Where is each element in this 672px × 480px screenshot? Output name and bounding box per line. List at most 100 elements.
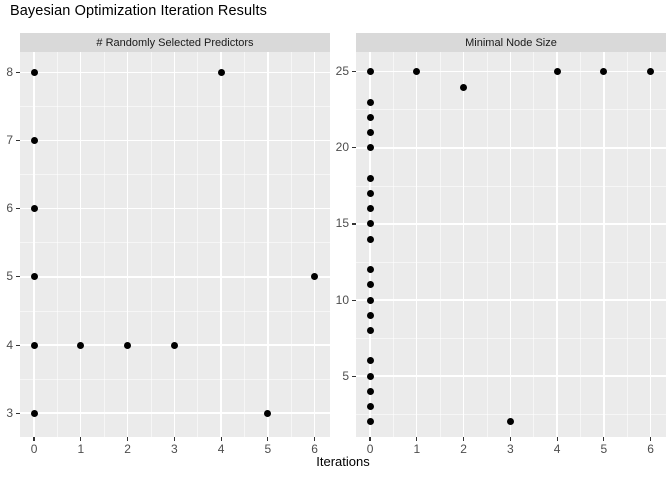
data-point xyxy=(553,68,561,76)
data-point xyxy=(366,418,374,426)
gridline-x-minor xyxy=(393,52,394,437)
gridline-x-minor xyxy=(290,52,292,437)
data-point xyxy=(460,83,468,91)
data-point xyxy=(366,387,374,395)
gridline-y-major xyxy=(20,71,330,74)
y-tick-label: 7 xyxy=(6,133,13,148)
facet-strip-label: Minimal Node Size xyxy=(465,36,557,49)
x-tick-mark xyxy=(126,437,129,441)
gridline-y-minor xyxy=(20,310,330,312)
panel-node-size xyxy=(356,52,666,437)
data-point xyxy=(30,273,38,281)
data-point xyxy=(366,296,374,304)
x-tick-label: 3 xyxy=(506,442,514,456)
data-point xyxy=(366,311,374,319)
data-point xyxy=(311,273,319,281)
facet-strip-node-size: Minimal Node Size xyxy=(356,33,666,52)
y-tick-label: 15 xyxy=(335,216,349,231)
gridline-x-major xyxy=(556,52,558,437)
x-tick-mark xyxy=(80,437,82,441)
gridline-x-major xyxy=(173,52,175,437)
x-tick-label: 3 xyxy=(170,442,178,456)
gridline-x-minor xyxy=(439,52,441,437)
gridline-x-minor xyxy=(580,52,581,437)
gridline-y-minor xyxy=(20,378,330,380)
x-tick-label: 2 xyxy=(460,442,467,456)
y-tick-label: 3 xyxy=(6,405,13,420)
x-tick-mark xyxy=(416,437,418,441)
data-point xyxy=(30,68,38,76)
x-tick-mark xyxy=(33,437,35,441)
x-tick-label: 2 xyxy=(124,442,131,456)
gridline-x-minor xyxy=(486,52,488,437)
y-tick-mark xyxy=(352,223,356,225)
data-point xyxy=(77,341,85,349)
gridline-y-minor xyxy=(20,106,330,107)
gridline-y-minor xyxy=(356,185,666,187)
gridline-y-major xyxy=(20,276,330,278)
data-point xyxy=(366,174,374,182)
gridline-x-minor xyxy=(626,52,628,437)
x-tick-mark xyxy=(220,437,222,441)
gridline-x-major xyxy=(462,52,465,437)
chart-title: Bayesian Optimization Iteration Results xyxy=(10,3,267,19)
gridline-x-major xyxy=(220,52,222,437)
data-point xyxy=(366,326,374,334)
x-tick-mark xyxy=(603,437,605,441)
data-point xyxy=(647,68,655,76)
gridline-y-major xyxy=(20,139,330,142)
x-tick-label: 1 xyxy=(413,442,421,456)
x-tick-label: 6 xyxy=(311,442,318,456)
x-tick-mark xyxy=(173,437,175,441)
x-tick-mark xyxy=(462,437,465,441)
y-tick-mark xyxy=(352,71,356,73)
y-tick-label: 8 xyxy=(6,64,13,79)
gridline-y-major xyxy=(356,71,666,73)
gridline-x-minor xyxy=(150,52,152,437)
y-tick-label: 10 xyxy=(335,292,349,307)
data-point xyxy=(366,403,374,411)
gridline-x-minor xyxy=(244,52,245,437)
y-tick-label: 5 xyxy=(342,368,349,383)
data-point xyxy=(366,98,374,106)
data-point xyxy=(600,68,608,76)
x-tick-label: 4 xyxy=(553,442,561,456)
gridline-x-minor xyxy=(197,52,199,437)
y-tick-label: 4 xyxy=(6,337,13,352)
gridline-x-minor xyxy=(103,52,105,437)
gridline-x-minor xyxy=(57,52,58,437)
gridline-y-minor xyxy=(356,109,666,111)
x-axis-title: Iterations xyxy=(316,454,370,469)
gridline-y-major xyxy=(356,375,666,377)
gridline-y-major xyxy=(356,299,666,301)
data-point xyxy=(366,235,374,243)
panel-predictors xyxy=(20,52,330,437)
gridline-y-major xyxy=(356,147,666,149)
y-tick-mark xyxy=(16,140,20,142)
gridline-y-major xyxy=(356,223,666,225)
y-tick-label: 25 xyxy=(335,64,349,79)
gridline-x-minor xyxy=(533,52,535,437)
gridline-y-major xyxy=(20,412,330,414)
data-point xyxy=(413,68,421,76)
data-point xyxy=(366,68,374,76)
x-tick-mark xyxy=(267,437,269,441)
y-tick-mark xyxy=(352,299,356,301)
data-point xyxy=(366,372,374,380)
data-point xyxy=(366,190,374,198)
data-point xyxy=(170,341,178,349)
y-tick-mark xyxy=(16,71,20,74)
facet-predictors: # Randomly Selected Predictors 3 4 5 6 7 8 0 1 2… xyxy=(6,33,330,473)
y-tick-mark xyxy=(352,375,356,377)
x-tick-mark xyxy=(314,437,316,441)
data-point xyxy=(366,357,374,365)
data-point xyxy=(124,341,132,349)
data-point xyxy=(366,266,374,274)
y-tick-mark xyxy=(16,208,20,210)
y-tick-mark xyxy=(16,344,20,346)
x-tick-mark xyxy=(556,437,558,441)
data-point xyxy=(366,281,374,289)
gridline-x-major xyxy=(33,52,35,437)
y-tick-label: 5 xyxy=(6,269,13,284)
